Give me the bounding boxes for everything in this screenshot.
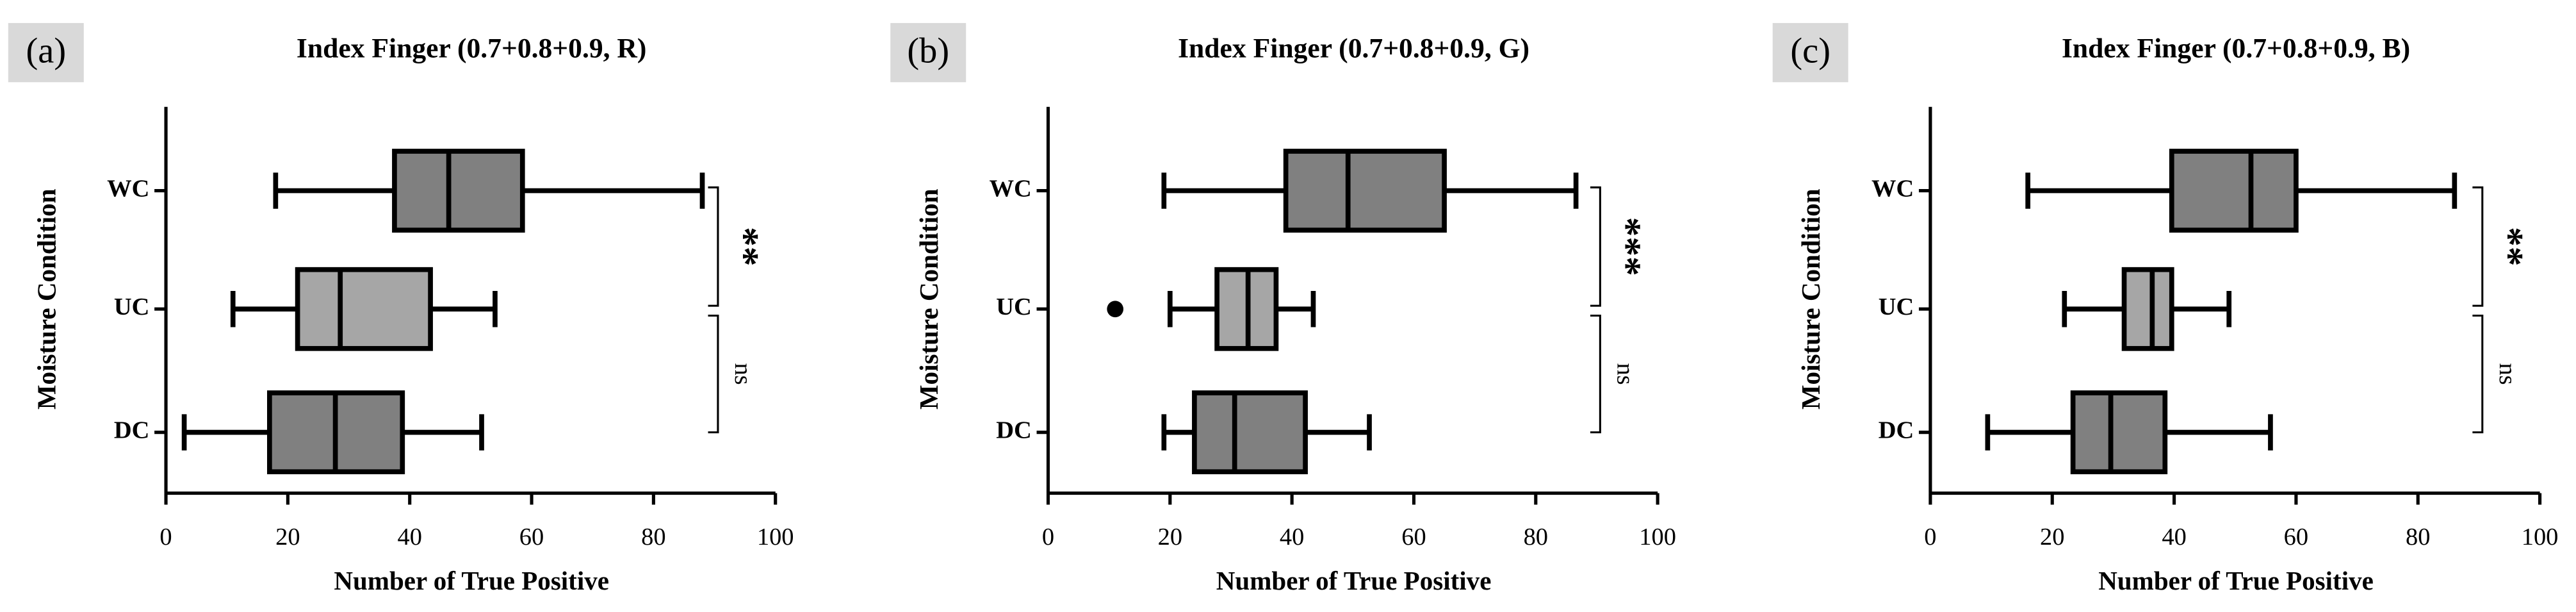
box	[1192, 390, 1308, 475]
x-tick-label: 80	[641, 524, 665, 550]
box	[2121, 267, 2174, 351]
panel-label: (b)	[907, 31, 949, 71]
significance-bracket	[708, 186, 719, 307]
y-tick-label: DC	[114, 417, 150, 443]
x-tick-label: 60	[2284, 524, 2308, 550]
y-axis-title: Moisture Condition	[1796, 188, 1825, 409]
y-tick-label: WC	[1871, 175, 1914, 202]
chart-title: Index Finger (0.7+0.8+0.9, B)	[2062, 33, 2410, 64]
y-tick-label: DC	[1879, 417, 1914, 443]
x-tick-label: 0	[1042, 524, 1054, 550]
y-tick-label: UC	[114, 294, 150, 320]
panel-label-bg	[8, 22, 84, 83]
significance-bracket	[1590, 314, 1601, 434]
x-tick-label: 100	[757, 524, 794, 550]
panel-label-bg	[1772, 22, 1848, 83]
y-tick-label: DC	[996, 417, 1032, 443]
panel-label: (c)	[1790, 31, 1830, 71]
x-tick-label: 60	[1401, 524, 1426, 550]
x-tick-label: 20	[275, 524, 300, 550]
panel-label-bg	[890, 22, 966, 83]
x-tick-label: 40	[397, 524, 421, 550]
y-tick-label: UC	[1879, 294, 1914, 320]
y-axis-title: Moisture Condition	[914, 188, 943, 409]
x-tick-label: 100	[1639, 524, 1676, 550]
significance-bracket	[708, 314, 719, 434]
box	[1283, 149, 1447, 233]
x-axis-title: Number of True Positive	[1216, 566, 1492, 595]
significance-label: ***	[1605, 217, 1649, 276]
significance-bracket	[1590, 186, 1601, 307]
x-tick-label: 0	[159, 524, 172, 550]
panel: (b) Index Finger (0.7+0.8+0.9, G) Moisture…	[890, 22, 1676, 595]
significance-label: ns	[730, 363, 756, 385]
significance-label: **	[723, 227, 767, 267]
x-tick-label: 0	[1924, 524, 1936, 550]
box	[392, 149, 525, 233]
significance-bracket	[2472, 186, 2484, 307]
x-tick-label: 100	[2522, 524, 2559, 550]
x-tick-label: 20	[1158, 524, 1182, 550]
x-tick-label: 40	[2162, 524, 2186, 550]
y-tick-label: WC	[990, 175, 1032, 202]
panel-label: (a)	[26, 31, 67, 71]
chart-title: Index Finger (0.7+0.8+0.9, R)	[297, 33, 647, 64]
y-tick-label: UC	[996, 294, 1032, 320]
y-axis-title: Moisture Condition	[31, 188, 61, 409]
chart-title: Index Finger (0.7+0.8+0.9, G)	[1178, 33, 1529, 64]
significance-label: ns	[2494, 363, 2521, 385]
significance-bracket	[2472, 314, 2484, 434]
x-tick-label: 80	[1524, 524, 1548, 550]
significance-label: ns	[1611, 363, 1638, 385]
box	[2070, 390, 2168, 475]
box	[295, 267, 433, 351]
outlier	[1107, 301, 1124, 318]
y-tick-label: WC	[107, 175, 149, 202]
x-axis-title: Number of True Positive	[2098, 566, 2374, 595]
x-tick-label: 60	[519, 524, 544, 550]
panel: (a) Index Finger (0.7+0.8+0.9, R) Moisture…	[8, 22, 794, 595]
significance-label: **	[2488, 227, 2531, 267]
box	[2169, 149, 2299, 233]
x-tick-label: 80	[2406, 524, 2430, 550]
panel: (c) Index Finger (0.7+0.8+0.9, B) Moisture…	[1772, 22, 2559, 595]
x-tick-label: 20	[2040, 524, 2064, 550]
x-tick-label: 40	[1280, 524, 1304, 550]
x-axis-title: Number of True Positive	[334, 566, 609, 595]
